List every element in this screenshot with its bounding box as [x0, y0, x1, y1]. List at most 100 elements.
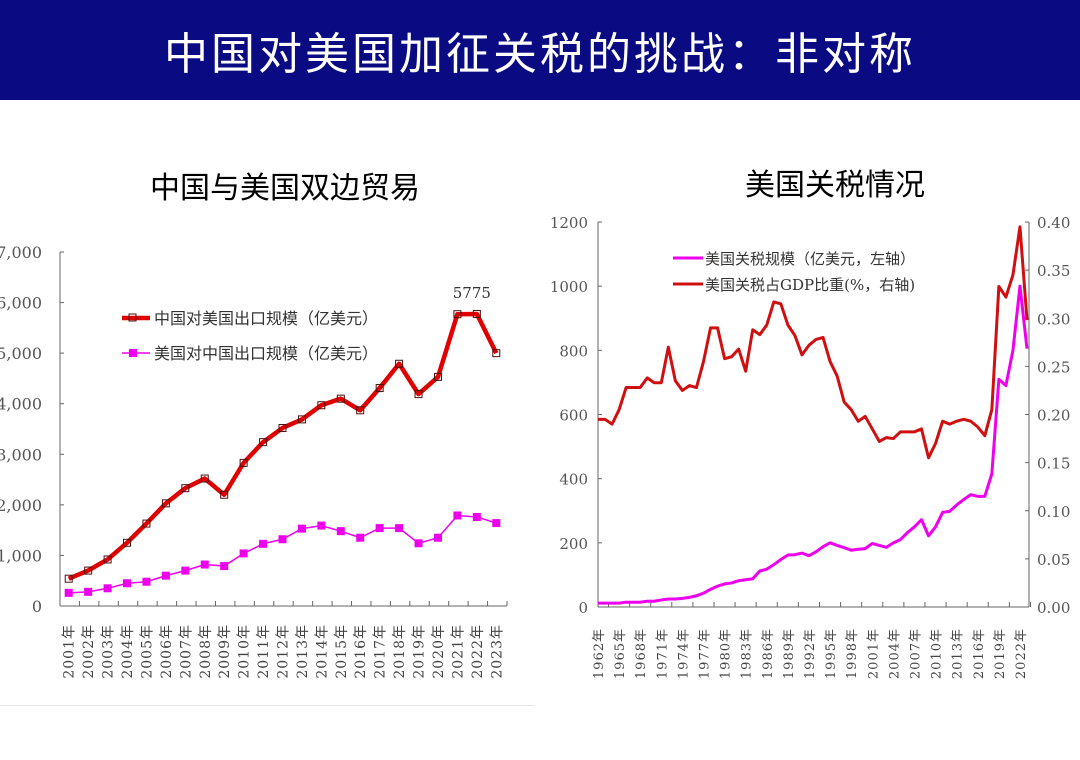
x-tick-label: 2016年 [353, 624, 369, 679]
data-point-china-exports [433, 372, 442, 381]
data-point-us-exports [200, 560, 209, 569]
x-tick-label: 1992年 [803, 628, 818, 679]
data-point-us-exports [356, 533, 365, 542]
x-tick-label: 2013年 [951, 628, 966, 679]
y-tick-label: 7,000 [0, 243, 42, 262]
x-tick-label: 1983年 [740, 628, 755, 679]
y-tick-label: 4,000 [0, 395, 42, 414]
x-tick-label: 2021年 [450, 624, 466, 679]
x-tick-label: 1974年 [676, 628, 691, 679]
data-point-us-exports [414, 539, 423, 548]
y-tick-label-right: 0.30 [1037, 310, 1070, 328]
y-tick-label-left: 800 [559, 342, 588, 360]
y-tick-label-left: 200 [559, 535, 588, 553]
y-tick-label-left: 0 [578, 599, 588, 617]
x-tick-label: 2001年 [62, 624, 78, 679]
chart-title: 中国与美国双边贸易 [150, 171, 420, 206]
legend-label-china-exports: 中国对美国出口规模（亿美元） [154, 309, 378, 328]
x-tick-label: 2001年 [866, 628, 881, 679]
series-line-tariff-gdp-share [598, 225, 1029, 460]
legend-label-tariff-amount: 美国关税规模（亿美元，左轴） [705, 250, 915, 268]
divider [0, 705, 535, 706]
x-tick-label: 2020年 [431, 624, 447, 679]
data-point-china-exports [64, 574, 73, 583]
data-point-us-exports [181, 566, 190, 575]
x-tick-label: 2014年 [314, 624, 330, 679]
data-point-china-exports [123, 538, 132, 547]
legend-marker-china-exports [128, 313, 137, 322]
data-point-china-exports [395, 359, 404, 368]
data-point-china-exports [200, 474, 209, 483]
x-tick-label: 2002年 [81, 624, 97, 679]
x-tick-label: 2003年 [101, 624, 117, 679]
y-tick-label: 2,000 [0, 496, 42, 515]
data-point-us-exports [161, 571, 170, 580]
data-point-china-exports [414, 390, 423, 399]
y-tick-label-left: 400 [559, 471, 588, 489]
data-point-us-exports [239, 549, 248, 558]
x-tick-label: 1980年 [719, 628, 734, 679]
x-tick-label: 2007年 [908, 628, 923, 679]
data-point-us-exports [297, 524, 306, 533]
series-line-china-exports [67, 311, 499, 581]
x-tick-label: 2016年 [972, 628, 987, 679]
x-tick-label: 2008年 [198, 624, 214, 679]
data-label-peak: 5775 [453, 284, 491, 302]
y-tick-label: 6,000 [0, 294, 42, 313]
data-point-china-exports [161, 499, 170, 508]
x-tick-label: 2022年 [470, 624, 486, 679]
data-point-china-exports [336, 394, 345, 403]
series-line-us-exports [68, 514, 497, 594]
data-point-us-exports [103, 584, 112, 593]
legend-label-tariff-gdp-share: 美国关税占GDP比重(%，右轴) [705, 276, 915, 294]
data-point-china-exports [239, 458, 248, 467]
x-tick-label: 2018年 [392, 624, 408, 679]
data-point-china-exports [278, 423, 287, 432]
y-tick-label-left: 1200 [550, 214, 588, 232]
slide-title: 中国对美国加征关税的挑战：非对称 [164, 29, 916, 80]
y-tick-label-right: 0.40 [1037, 214, 1070, 232]
data-point-us-exports [433, 533, 442, 542]
y-tick-label-right: 0.05 [1037, 551, 1070, 569]
y-tick-label-right: 0.10 [1037, 503, 1070, 521]
x-tick-label: 1989年 [782, 628, 797, 679]
y-tick-label-right: 0.35 [1037, 262, 1070, 280]
x-tick-label: 2013年 [295, 624, 311, 679]
data-point-china-exports [181, 484, 190, 493]
data-point-china-exports [472, 309, 481, 318]
x-tick-label: 2023年 [489, 624, 505, 679]
y-tick-label-right: 0.20 [1037, 407, 1070, 425]
data-point-us-exports [220, 562, 229, 571]
data-point-china-exports [317, 401, 326, 410]
data-point-us-exports [84, 587, 93, 596]
title-banner: 中国对美国加征关税的挑战：非对称 [0, 0, 1080, 100]
x-tick-label: 1965年 [613, 628, 628, 679]
y-tick-label-right: 0.00 [1037, 599, 1070, 617]
data-point-us-exports [472, 512, 481, 521]
data-point-china-exports [103, 555, 112, 564]
x-tick-label: 1995年 [824, 628, 839, 679]
x-tick-label: 2007年 [178, 624, 194, 679]
x-tick-label: 2004年 [120, 624, 136, 679]
x-tick-label: 2012年 [276, 624, 292, 679]
data-point-china-exports [220, 490, 229, 499]
y-tick-label: 5,000 [0, 344, 42, 363]
y-tick-label: 3,000 [0, 445, 42, 464]
legend-marker-us-exports [129, 349, 137, 357]
y-tick-label-left: 600 [559, 407, 588, 425]
x-tick-label: 1986年 [761, 628, 776, 679]
x-tick-label: 2010年 [930, 628, 945, 679]
x-tick-label: 2015年 [334, 624, 350, 679]
x-tick-label: 2010年 [237, 624, 253, 679]
data-point-china-exports [356, 406, 365, 415]
data-point-us-exports [375, 524, 384, 533]
chart-title: 美国关税情况 [745, 168, 925, 203]
data-point-china-exports [375, 384, 384, 393]
y-tick-label-left: 1000 [550, 278, 588, 296]
x-tick-label: 2009年 [217, 624, 233, 679]
x-tick-label: 1998年 [845, 628, 860, 679]
data-point-china-exports [492, 349, 501, 358]
y-tick-label: 1,000 [0, 546, 42, 565]
x-tick-label: 1962年 [592, 628, 607, 679]
